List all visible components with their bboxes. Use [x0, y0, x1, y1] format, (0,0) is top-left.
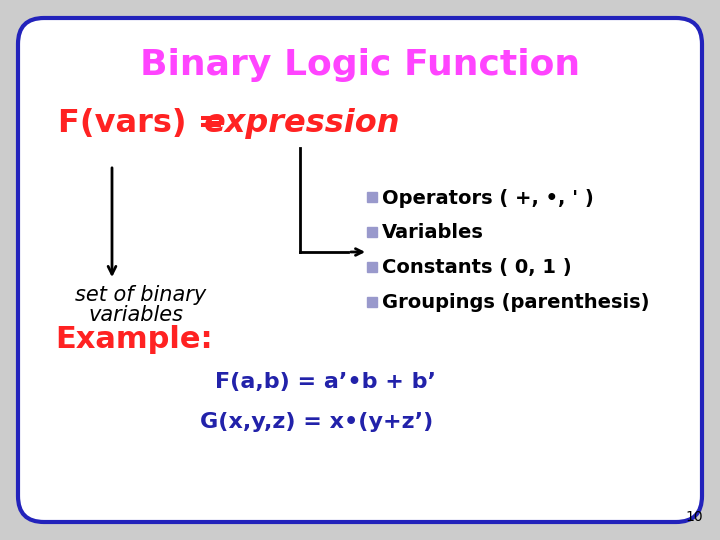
Text: Operators ( +, •, ' ): Operators ( +, •, ' ): [382, 188, 594, 207]
Text: Constants ( 0, 1 ): Constants ( 0, 1 ): [382, 259, 572, 278]
Text: variables: variables: [88, 305, 183, 325]
Bar: [367, 192, 377, 202]
Text: Binary Logic Function: Binary Logic Function: [140, 48, 580, 82]
Text: Groupings (parenthesis): Groupings (parenthesis): [382, 294, 649, 313]
FancyBboxPatch shape: [18, 18, 702, 522]
Text: Variables: Variables: [382, 224, 484, 242]
Text: 10: 10: [685, 510, 703, 524]
Text: F(vars) =: F(vars) =: [58, 108, 235, 139]
Text: F(a,b) = a’•b + b’: F(a,b) = a’•b + b’: [215, 372, 436, 392]
Text: G(x,y,z) = x•(y+z’): G(x,y,z) = x•(y+z’): [200, 412, 433, 432]
Bar: [367, 262, 377, 272]
Bar: [367, 297, 377, 307]
Text: expression: expression: [204, 108, 400, 139]
Bar: [367, 227, 377, 237]
Text: set of binary: set of binary: [75, 285, 206, 305]
Text: Example:: Example:: [55, 325, 212, 354]
